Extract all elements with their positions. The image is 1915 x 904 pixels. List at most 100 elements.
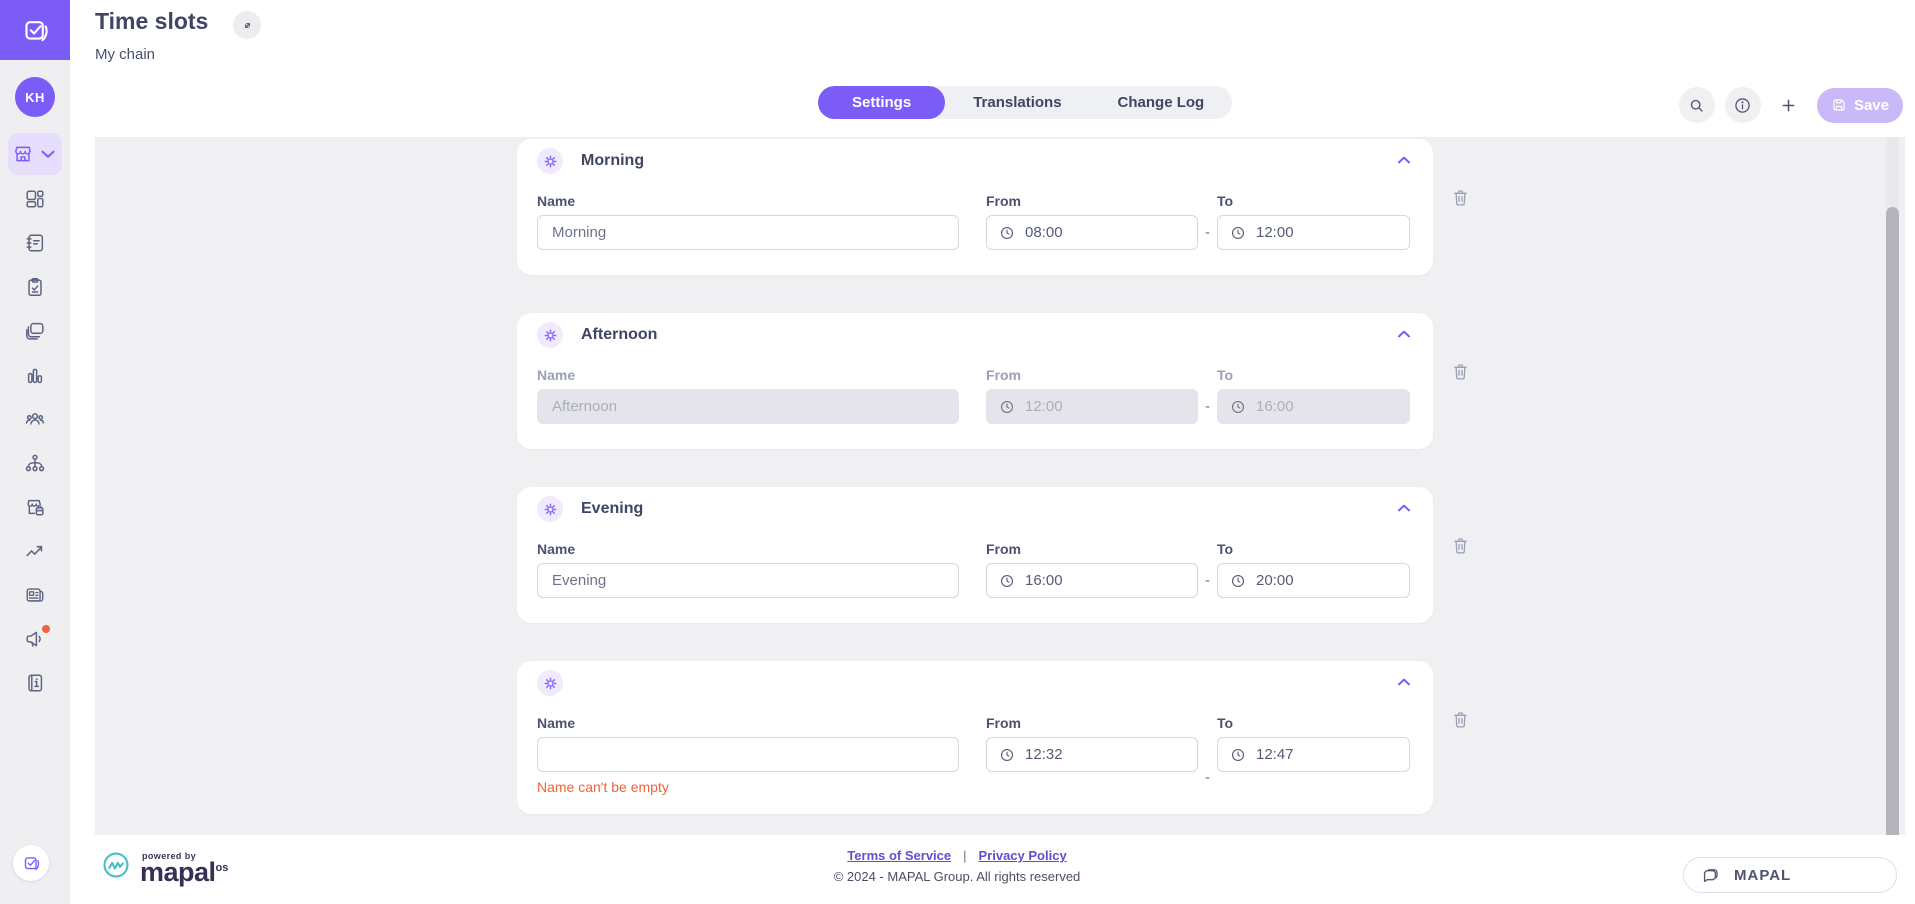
gear-icon (537, 496, 563, 522)
name-label: Name (537, 193, 576, 209)
trash-icon[interactable] (1449, 187, 1471, 209)
name-label: Name (537, 367, 576, 383)
sidebar-nav (0, 188, 70, 694)
slot-name-input[interactable] (537, 737, 959, 772)
copyright-text: © 2024 - MAPAL Group. All rights reserve… (833, 869, 1081, 884)
trash-column (1433, 313, 1493, 387)
sidebar-item-org-structure[interactable] (24, 452, 46, 474)
trash-column (1433, 661, 1493, 735)
time-slot-row: Morning Name From (517, 139, 1493, 275)
time-slot-card: Evening Name From (517, 487, 1433, 623)
trash-icon[interactable] (1449, 535, 1471, 557)
collapse-button[interactable] (1393, 671, 1415, 693)
footer-legal: Terms of Service | Privacy Policy © 2024 -… (834, 848, 1081, 884)
from-label: From (986, 367, 1021, 383)
to-time-value: 20:00 (1256, 572, 1294, 589)
slot-name-input[interactable] (537, 389, 959, 424)
info-button[interactable] (1724, 87, 1761, 123)
slot-name-input[interactable] (537, 563, 959, 598)
clock-icon (1231, 226, 1245, 239)
clock-icon (1000, 400, 1014, 413)
privacy-policy-link[interactable]: Privacy Policy (978, 848, 1067, 863)
from-time-input[interactable]: 12:32 (986, 737, 1198, 772)
slot-title: Evening (581, 500, 644, 517)
store-icon (14, 146, 31, 162)
from-time-input[interactable]: 16:00 (986, 563, 1198, 598)
time-slot-card: Morning Name From (517, 139, 1433, 275)
search-button[interactable] (1678, 87, 1715, 123)
from-label: From (986, 715, 1021, 731)
gear-icon (537, 670, 563, 696)
scrollbar-thumb[interactable] (1886, 207, 1899, 835)
time-slot-card: Afternoon Name From (517, 313, 1433, 449)
save-icon (1833, 99, 1845, 111)
legal-separator: | (963, 848, 967, 863)
from-time-input[interactable]: 12:00 (986, 389, 1198, 424)
name-error-text: Name can't be empty (537, 779, 669, 795)
chevron-up-icon (1398, 330, 1410, 338)
gear-icon (537, 322, 563, 348)
sidebar-item-store-schedule[interactable] (24, 496, 46, 518)
to-time-input[interactable]: 12:47 (1217, 737, 1410, 772)
from-time-input[interactable]: 08:00 (986, 215, 1198, 250)
footer: powered by mapalos Terms of Service | Priv… (0, 835, 1915, 904)
collapse-button[interactable] (1393, 497, 1415, 519)
from-label: From (986, 193, 1021, 209)
time-slot-row: Name Name can't be empty From 12:32 - To (517, 661, 1493, 814)
clock-icon (1231, 574, 1245, 587)
to-label: To (1217, 193, 1234, 209)
sidebar-item-announcements[interactable] (24, 625, 50, 650)
expand-button[interactable] (233, 11, 261, 39)
chevron-up-icon (1398, 678, 1410, 686)
from-time-value: 16:00 (1025, 572, 1063, 589)
avatar[interactable]: KH (15, 77, 55, 117)
chat-bubbles-icon (1703, 869, 1718, 883)
sidebar-item-store[interactable] (8, 133, 62, 175)
sidebar-item-tasks[interactable] (24, 276, 46, 298)
trend-up-icon (26, 545, 43, 557)
bar-chart-icon (27, 368, 43, 384)
add-button[interactable] (1771, 87, 1807, 123)
plus-icon (1783, 99, 1795, 111)
clock-icon (1000, 574, 1014, 587)
header-actions: Save (1678, 87, 1903, 123)
to-time-input[interactable]: 20:00 (1217, 563, 1410, 598)
slots-list: Morning Name From (517, 139, 1493, 814)
chat-button-label: MAPAL (1734, 866, 1792, 884)
range-separator: - (1205, 572, 1210, 589)
sidebar-item-news[interactable] (24, 584, 46, 606)
main-area: Time slots My chain Settings Translations… (70, 0, 1915, 904)
sidebar-item-dashboard[interactable] (24, 188, 46, 210)
save-button[interactable]: Save (1816, 87, 1903, 123)
layers-icon (26, 322, 44, 340)
tab-change-log[interactable]: Change Log (1117, 94, 1205, 111)
slot-name-input[interactable] (537, 215, 959, 250)
brand-wordmark: mapalos (140, 857, 229, 888)
sidebar-item-teams[interactable] (24, 408, 46, 430)
mapal-chat-button[interactable]: MAPAL (1683, 857, 1897, 893)
page-subtitle: My chain (95, 46, 156, 63)
tab-settings[interactable]: Settings (818, 86, 946, 119)
sidebar-item-stack[interactable] (24, 320, 46, 342)
sidebar-item-performance[interactable] (24, 540, 46, 562)
scrollbar-track[interactable] (1886, 137, 1899, 835)
to-time-input[interactable]: 12:00 (1217, 215, 1410, 250)
collapse-button[interactable] (1393, 149, 1415, 171)
to-time-input[interactable]: 16:00 (1217, 389, 1410, 424)
sidebar-item-reports[interactable] (24, 364, 46, 386)
range-separator: - (1205, 398, 1210, 415)
slot-title: Morning (581, 152, 645, 169)
tab-translations[interactable]: Translations (973, 94, 1062, 111)
sidebar-item-knowledge-base[interactable] (24, 672, 46, 694)
clipboard-check-icon (28, 278, 42, 296)
trash-icon[interactable] (1449, 709, 1471, 731)
dashboard-icon (26, 190, 44, 208)
to-label: To (1217, 715, 1234, 731)
terms-of-service-link[interactable]: Terms of Service (847, 848, 952, 863)
collapse-button[interactable] (1393, 323, 1415, 345)
trash-icon[interactable] (1449, 361, 1471, 383)
info-book-icon (28, 674, 43, 692)
sidebar-item-notebook[interactable] (24, 232, 46, 254)
sidebar-help-button[interactable] (13, 845, 49, 881)
